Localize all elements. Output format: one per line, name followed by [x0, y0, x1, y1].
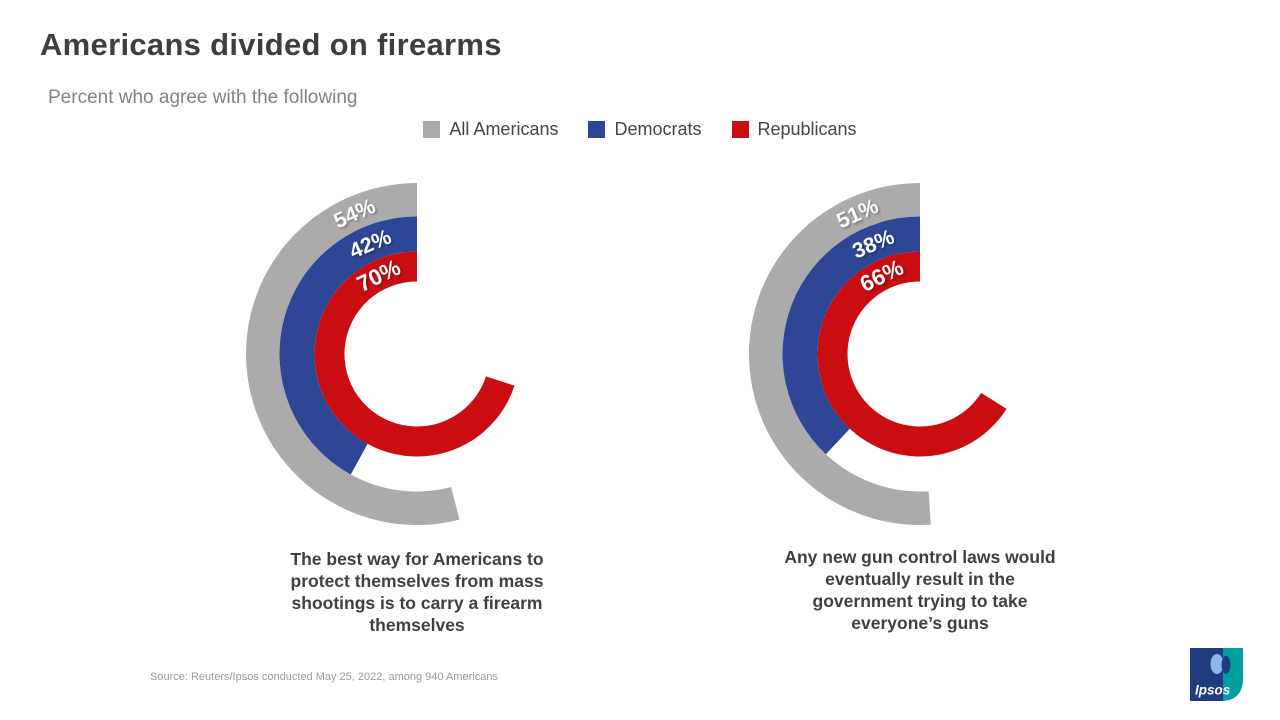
- logo-text: Ipsos: [1195, 683, 1231, 698]
- chart-caption-gun-control-laws: Any new gun control laws would eventuall…: [784, 547, 1056, 633]
- ring-all-americans: [748, 183, 931, 525]
- source-note: Source: Reuters/Ipsos conducted May 25, …: [150, 671, 498, 683]
- logo-face-dark-shape: [1221, 656, 1231, 674]
- ring-democrats: [782, 216, 920, 455]
- legend-label-republicans: Republicans: [757, 119, 857, 139]
- legend: All Americans Democrats Republicans: [0, 119, 1280, 140]
- legend-label-all-americans: All Americans: [449, 119, 559, 139]
- legend-swatch-democrats: [588, 121, 606, 138]
- logo-face-light-shape: [1210, 654, 1224, 674]
- ipsos-logo: Ipsos: [1190, 648, 1243, 701]
- legend-swatch-all-americans: [423, 121, 441, 138]
- legend-label-democrats: Democrats: [614, 119, 702, 139]
- ring-all-americans: [246, 183, 460, 525]
- page-title: Americans divided on firearms: [40, 27, 502, 62]
- ring-republicans: [314, 251, 515, 457]
- ring-democrats: [279, 216, 417, 475]
- radial-chart-gun-control-laws: 51%38%66%: [748, 183, 1007, 525]
- legend-item-all-americans: All Americans: [423, 119, 558, 140]
- ipsos-logo-graphic: Ipsos: [1190, 648, 1243, 701]
- page-subtitle: Percent who agree with the following: [48, 87, 358, 108]
- legend-item-republicans: Republicans: [731, 119, 857, 140]
- legend-swatch-republicans: [731, 121, 749, 138]
- radial-chart-carry-firearm: 54%42%70%: [246, 183, 515, 525]
- legend-item-democrats: Democrats: [588, 119, 702, 140]
- chart-caption-carry-firearm: The best way for Americans to protect th…: [290, 549, 544, 635]
- ring-republicans: [817, 251, 1007, 457]
